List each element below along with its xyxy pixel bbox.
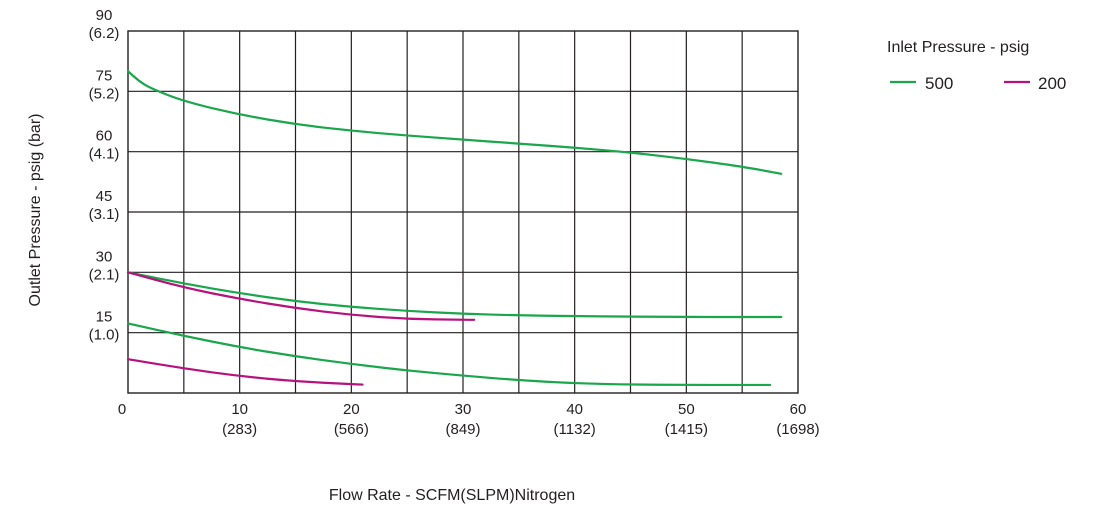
x-tick-label: 10 [231, 401, 248, 418]
y-tick-label: 60 [96, 128, 113, 145]
curve-inlet-500-1 [126, 271, 783, 319]
x-tick-sublabel: (1415) [665, 421, 708, 438]
y-tick-label: 90 [96, 7, 113, 24]
x-tick-sublabel: (849) [445, 421, 480, 438]
y-tick-sublabel: (6.2) [89, 25, 120, 42]
legend-label-200: 200 [1038, 74, 1066, 93]
x-tick-label: 20 [343, 401, 360, 418]
y-tick-label: 75 [96, 67, 113, 84]
x-tick-label: 40 [566, 401, 583, 418]
y-axis-label: Outlet Pressure - psig (bar) [27, 114, 44, 307]
x-axis-label: Flow Rate - SCFM(SLPM)Nitrogen [329, 487, 575, 504]
curves [126, 70, 783, 387]
y-tick-label: 45 [96, 188, 113, 205]
x-tick-label: 60 [790, 401, 807, 418]
x-tick-label: 0 [118, 401, 126, 418]
y-tick-sublabel: (2.1) [89, 266, 120, 283]
y-tick-sublabel: (3.1) [89, 206, 120, 223]
y-tick-label: 30 [96, 248, 113, 265]
curve-inlet-200-4 [126, 358, 364, 386]
curve-inlet-500-0 [126, 70, 783, 175]
x-tick-label: 50 [678, 401, 695, 418]
plot-frame [127, 30, 799, 394]
x-tick-sublabel: (1698) [776, 421, 819, 438]
y-tick-sublabel: (4.1) [89, 146, 120, 163]
x-tick-label: 30 [455, 401, 472, 418]
tick-labels: 0 10 (283) 20 (566) 30 (849) 40 (1132) 50 (1415) 60… [89, 7, 820, 438]
legend-title: Inlet Pressure - psig [887, 39, 1029, 56]
curve-inlet-500-2 [126, 322, 772, 387]
curve-inlet-200-3 [126, 271, 476, 321]
x-tick-sublabel: (566) [334, 421, 369, 438]
x-tick-sublabel: (1132) [554, 421, 596, 438]
y-tick-sublabel: (1.0) [89, 327, 120, 344]
legend: Inlet Pressure - psig 500 200 [887, 39, 1066, 93]
y-tick-label: 15 [96, 309, 113, 326]
y-tick-sublabel: (5.2) [89, 85, 120, 102]
x-tick-sublabel: (283) [222, 421, 257, 438]
grid [127, 30, 799, 394]
legend-label-500: 500 [925, 74, 953, 93]
